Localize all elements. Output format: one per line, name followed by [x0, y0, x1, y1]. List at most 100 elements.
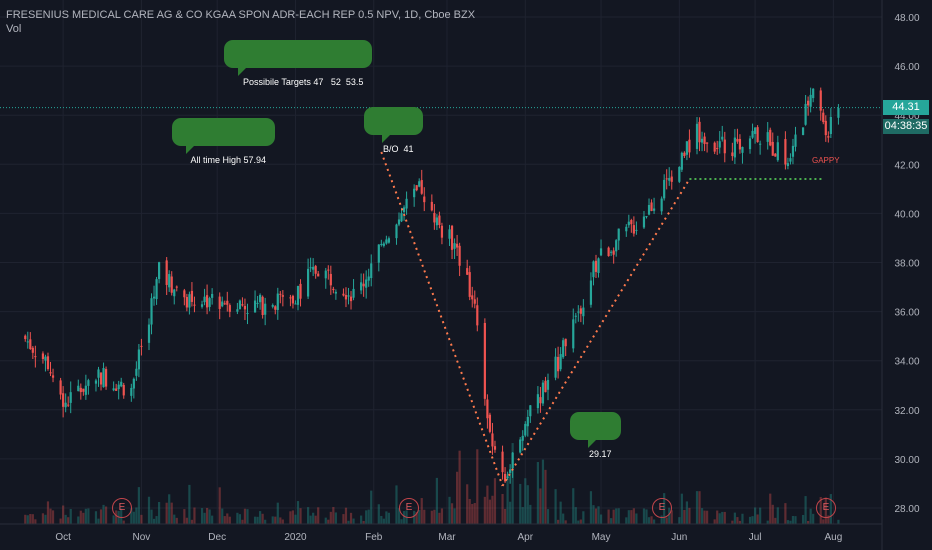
- volume-bar: [738, 520, 742, 524]
- countdown-tag: 04:38:35: [883, 119, 929, 134]
- candle-body: [102, 368, 105, 388]
- candle-body: [236, 309, 239, 312]
- earnings-marker[interactable]: E: [816, 498, 836, 518]
- candle-body: [294, 303, 297, 305]
- candle-body: [46, 356, 50, 370]
- y-tick-label: 34.00: [894, 357, 919, 368]
- targets-callout[interactable]: Possibile Targets 47 52 53.5: [224, 40, 373, 87]
- candle-body: [259, 294, 262, 303]
- x-tick-label: Dec: [208, 532, 226, 543]
- volume-bar: [612, 509, 615, 524]
- candle-body: [607, 247, 610, 257]
- volume-bar: [190, 519, 194, 524]
- candle-body: [685, 141, 689, 155]
- candle-body: [395, 224, 398, 239]
- candle-body: [51, 375, 55, 378]
- x-tick-label: Aug: [824, 532, 842, 543]
- volume-bar: [503, 508, 507, 524]
- volume-bar: [152, 518, 156, 524]
- candle-body: [241, 304, 244, 306]
- volume-bar: [99, 509, 103, 524]
- candle-body: [132, 378, 135, 389]
- candle-body: [771, 141, 774, 156]
- volume-bar: [776, 507, 779, 524]
- candle-body: [769, 129, 772, 146]
- volume-bar: [615, 508, 618, 524]
- candle-body: [645, 216, 648, 218]
- earnings-marker[interactable]: E: [652, 498, 672, 518]
- candle-body: [786, 163, 790, 166]
- volume-bar: [453, 508, 456, 524]
- volume-bar: [756, 514, 759, 524]
- ath-callout[interactable]: All time High 57.94: [172, 118, 276, 165]
- volume-bar: [736, 517, 739, 524]
- volume-bar: [306, 507, 310, 524]
- volume-bar: [360, 515, 363, 524]
- candle-body: [309, 267, 312, 269]
- candle-body: [574, 315, 577, 317]
- volume-bar: [610, 518, 613, 524]
- candle-body: [327, 269, 330, 271]
- candle-body: [281, 295, 284, 297]
- volume-bar: [259, 511, 262, 524]
- volume-bar: [625, 517, 628, 524]
- volume-bar: [511, 443, 514, 524]
- volume-bar: [312, 512, 315, 524]
- volume-label: Vol: [6, 23, 22, 35]
- volume-bar: [324, 517, 327, 524]
- candle-body: [837, 108, 840, 118]
- candle-body: [271, 305, 274, 307]
- candle-body: [415, 185, 418, 191]
- volume-bar: [344, 507, 348, 524]
- candle-body: [87, 380, 90, 386]
- volume-bar: [599, 514, 603, 524]
- volume-bar: [67, 517, 70, 524]
- volume-bar: [680, 493, 683, 524]
- volume-bar: [137, 487, 140, 524]
- candle-body: [183, 290, 186, 298]
- candle-body: [352, 288, 355, 298]
- bo-callout[interactable]: B/O 41: [364, 107, 423, 154]
- volume-bar: [264, 519, 267, 524]
- volume-bar: [365, 510, 368, 524]
- volume-bar: [97, 518, 100, 524]
- candle-body: [418, 181, 421, 187]
- earnings-marker[interactable]: E: [399, 498, 419, 518]
- volume-bar: [155, 516, 158, 524]
- volume-bar: [135, 507, 138, 524]
- candle-body: [208, 298, 211, 307]
- volume-bar: [753, 507, 757, 524]
- candle-body: [455, 243, 459, 248]
- earnings-marker[interactable]: E: [112, 498, 132, 518]
- candle-body: [577, 311, 580, 313]
- callout-tail: [186, 145, 195, 154]
- candle-body: [377, 244, 380, 263]
- volume-bar: [433, 509, 436, 524]
- candle-body: [170, 276, 173, 293]
- volume-bar: [509, 501, 512, 524]
- candle-body: [501, 451, 504, 473]
- volume-bar: [349, 512, 353, 524]
- candle-body: [314, 265, 317, 274]
- volume-bar: [731, 520, 734, 524]
- candle-body: [756, 127, 759, 143]
- candle-body: [759, 143, 762, 145]
- candle-body: [506, 476, 509, 478]
- candle-body: [546, 379, 550, 390]
- volume-bar: [582, 511, 585, 524]
- candle-body: [536, 394, 540, 409]
- candle-body: [509, 469, 512, 473]
- candle-body: [223, 303, 226, 305]
- volume-bar: [564, 520, 567, 524]
- volume-bar: [31, 514, 34, 524]
- candle-body: [140, 345, 143, 347]
- candle-body: [610, 251, 613, 253]
- candle-body: [731, 152, 734, 157]
- volume-bar: [46, 501, 50, 524]
- y-tick-label: 48.00: [894, 13, 919, 24]
- volume-bar: [208, 509, 211, 524]
- low-callout[interactable]: 29.17: [570, 412, 621, 459]
- volume-bar: [541, 459, 545, 524]
